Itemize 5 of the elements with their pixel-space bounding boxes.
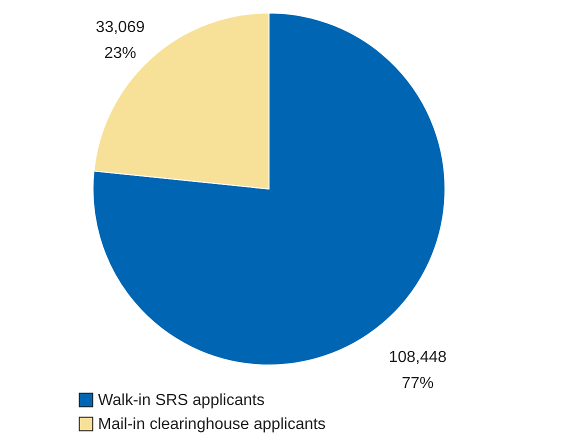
- legend-label: Walk-in SRS applicants: [98, 392, 265, 409]
- legend-label: Mail-in clearinghouse applicants: [98, 416, 326, 433]
- data-label: 33,069 23%: [96, 19, 145, 62]
- pie-slice: [92, 12, 446, 366]
- data-label: 108,448 77%: [388, 348, 447, 392]
